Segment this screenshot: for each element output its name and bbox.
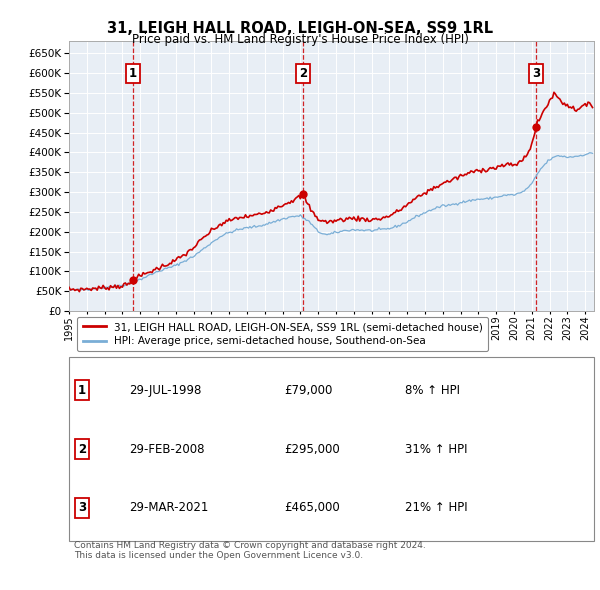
Text: 29-MAR-2021: 29-MAR-2021 [130, 502, 209, 514]
Text: 1: 1 [78, 384, 86, 396]
Text: 29-FEB-2008: 29-FEB-2008 [130, 442, 205, 455]
Text: Contains HM Land Registry data © Crown copyright and database right 2024.
This d: Contains HM Land Registry data © Crown c… [74, 541, 426, 560]
Text: 31% ↑ HPI: 31% ↑ HPI [405, 442, 467, 455]
Text: £465,000: £465,000 [284, 502, 340, 514]
Text: 29-JUL-1998: 29-JUL-1998 [130, 384, 202, 396]
Legend: 31, LEIGH HALL ROAD, LEIGH-ON-SEA, SS9 1RL (semi-detached house), HPI: Average p: 31, LEIGH HALL ROAD, LEIGH-ON-SEA, SS9 1… [77, 317, 488, 352]
Text: £295,000: £295,000 [284, 442, 340, 455]
Text: £79,000: £79,000 [284, 384, 332, 396]
Text: 31, LEIGH HALL ROAD, LEIGH-ON-SEA, SS9 1RL: 31, LEIGH HALL ROAD, LEIGH-ON-SEA, SS9 1… [107, 21, 493, 35]
Text: Price paid vs. HM Land Registry's House Price Index (HPI): Price paid vs. HM Land Registry's House … [131, 33, 469, 46]
Text: 2: 2 [299, 67, 307, 80]
Text: 8% ↑ HPI: 8% ↑ HPI [405, 384, 460, 396]
Text: 2: 2 [78, 442, 86, 455]
Text: 3: 3 [532, 67, 540, 80]
Text: 3: 3 [78, 502, 86, 514]
Text: 21% ↑ HPI: 21% ↑ HPI [405, 502, 467, 514]
Text: 1: 1 [128, 67, 137, 80]
